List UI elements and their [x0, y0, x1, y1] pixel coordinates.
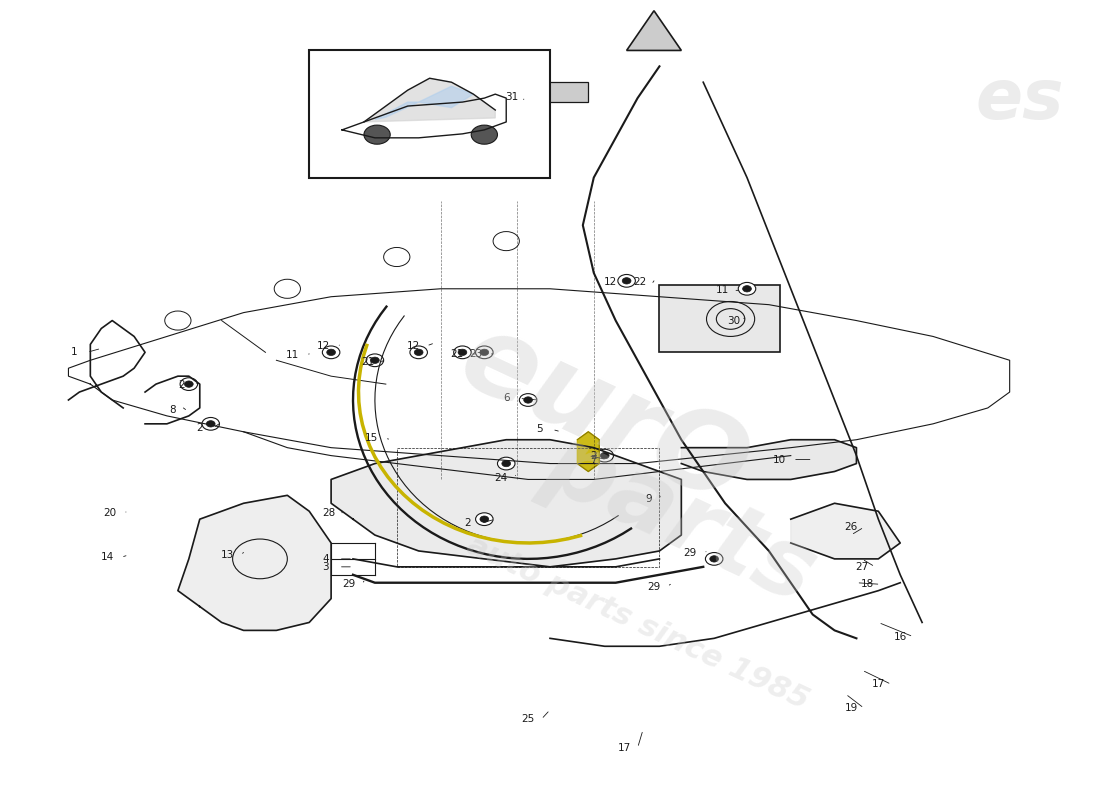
Circle shape — [502, 460, 510, 466]
Text: 14: 14 — [101, 552, 114, 562]
Circle shape — [705, 553, 723, 566]
Text: 17: 17 — [871, 679, 886, 690]
Text: 21: 21 — [362, 357, 375, 367]
Text: 4: 4 — [322, 554, 329, 564]
Text: 3: 3 — [322, 562, 329, 572]
Text: 12: 12 — [604, 278, 617, 287]
Polygon shape — [331, 440, 681, 567]
Text: 12: 12 — [317, 341, 330, 351]
Text: 16: 16 — [893, 632, 906, 642]
Circle shape — [596, 450, 614, 462]
Text: es: es — [976, 66, 1065, 134]
Circle shape — [524, 397, 532, 403]
Text: 10: 10 — [773, 454, 786, 465]
FancyBboxPatch shape — [309, 50, 550, 178]
Polygon shape — [578, 432, 600, 471]
Circle shape — [207, 421, 216, 427]
Text: 23: 23 — [469, 349, 482, 359]
Text: auto parts since 1985: auto parts since 1985 — [462, 530, 813, 714]
Polygon shape — [681, 440, 857, 479]
Text: 17: 17 — [618, 743, 631, 753]
FancyBboxPatch shape — [544, 82, 588, 102]
Text: 28: 28 — [322, 508, 335, 518]
Circle shape — [738, 282, 756, 295]
Text: 11: 11 — [286, 350, 299, 360]
Text: 29: 29 — [342, 579, 355, 590]
Text: 9: 9 — [646, 494, 652, 504]
Circle shape — [601, 453, 609, 458]
Circle shape — [180, 378, 198, 390]
Circle shape — [710, 556, 718, 562]
Text: 26: 26 — [845, 522, 858, 532]
Circle shape — [480, 516, 488, 522]
FancyBboxPatch shape — [659, 285, 780, 352]
Polygon shape — [791, 503, 900, 559]
Text: 20: 20 — [103, 508, 117, 518]
Circle shape — [371, 357, 380, 363]
Circle shape — [364, 125, 390, 144]
Text: 11: 11 — [716, 286, 729, 295]
Circle shape — [742, 286, 751, 292]
Text: 2: 2 — [464, 518, 471, 528]
Circle shape — [185, 381, 194, 387]
Text: 29: 29 — [683, 547, 696, 558]
Text: 15: 15 — [365, 433, 378, 443]
Circle shape — [618, 274, 636, 287]
Text: eurO: eurO — [444, 303, 764, 529]
Polygon shape — [375, 102, 419, 119]
Text: 12: 12 — [407, 341, 420, 351]
Circle shape — [453, 346, 471, 358]
Circle shape — [497, 457, 515, 470]
Circle shape — [327, 349, 336, 355]
Text: 27: 27 — [856, 562, 869, 572]
Circle shape — [415, 349, 424, 355]
Text: 8: 8 — [169, 405, 176, 414]
Text: parts: parts — [531, 416, 832, 622]
Circle shape — [475, 513, 493, 526]
Text: 19: 19 — [845, 703, 858, 714]
Text: 2: 2 — [591, 450, 597, 461]
Text: 31: 31 — [505, 91, 518, 102]
Polygon shape — [627, 10, 681, 50]
Circle shape — [202, 418, 220, 430]
Circle shape — [623, 278, 631, 284]
Text: 2: 2 — [197, 423, 204, 433]
Circle shape — [410, 346, 428, 358]
Text: 24: 24 — [494, 473, 507, 483]
Circle shape — [519, 394, 537, 406]
Text: 30: 30 — [727, 315, 740, 326]
Text: 29: 29 — [647, 582, 661, 592]
Text: 22: 22 — [634, 278, 647, 287]
Text: 7: 7 — [591, 454, 597, 465]
Polygon shape — [364, 78, 495, 122]
Circle shape — [458, 349, 466, 355]
Text: 21: 21 — [450, 349, 463, 359]
Text: 18: 18 — [861, 579, 875, 590]
Text: 13: 13 — [220, 550, 234, 560]
Circle shape — [471, 125, 497, 144]
Circle shape — [322, 346, 340, 358]
Polygon shape — [178, 495, 331, 630]
Text: 1: 1 — [70, 347, 77, 358]
Text: 25: 25 — [521, 714, 535, 724]
Text: 5: 5 — [536, 424, 542, 434]
Circle shape — [366, 354, 384, 366]
Text: 2: 2 — [178, 380, 185, 390]
Circle shape — [475, 346, 493, 358]
Text: 6: 6 — [503, 394, 509, 403]
Circle shape — [480, 349, 488, 355]
Polygon shape — [419, 86, 473, 108]
